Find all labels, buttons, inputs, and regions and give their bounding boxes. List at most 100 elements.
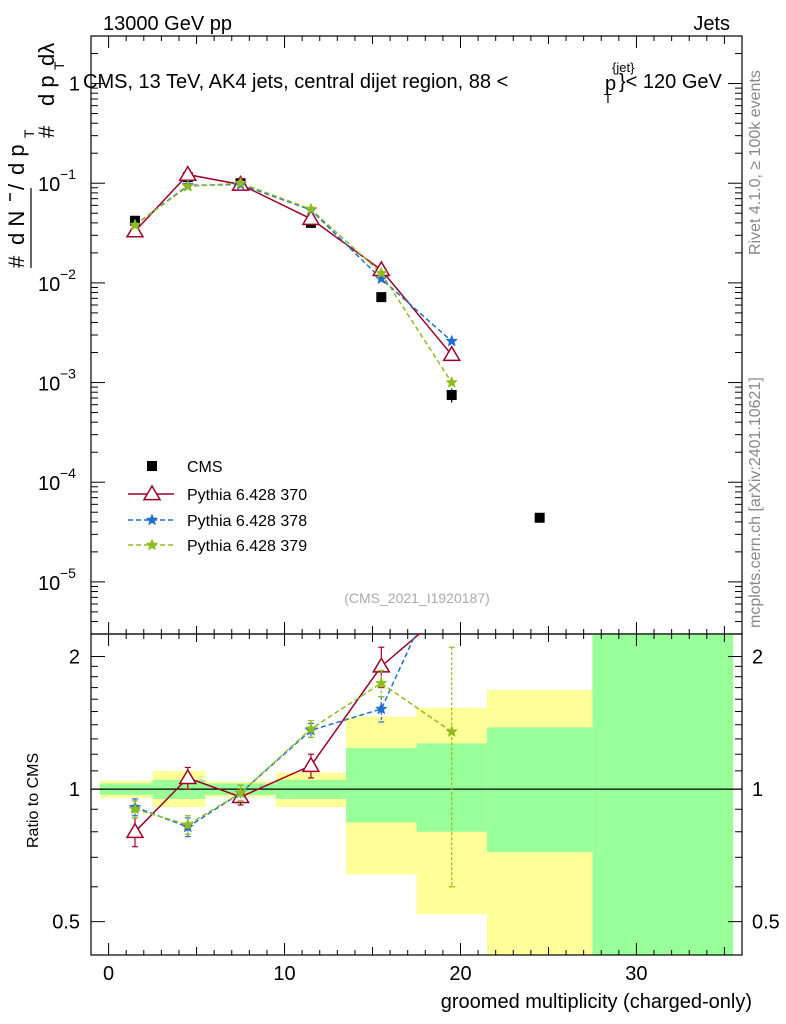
ratio-marker-2 [374,676,388,689]
ratio-tick-label-left: 0.5 [52,912,80,934]
legend-label-cms: CMS [187,459,223,476]
ratio-series [125,549,459,888]
series-line-0 [134,173,453,356]
series-2-marker [374,266,388,279]
series-0-marker [178,165,198,181]
subtitle-sup: {jet} [612,60,635,75]
ratio-marker-1 [374,702,388,715]
y-tick-label-main-0: 1 [69,74,80,96]
svg-text:10: 10 [38,374,60,396]
series-0-marker [125,221,145,238]
svg-text:10: 10 [38,573,60,595]
ratio-marker-2 [304,722,318,735]
svg-text:−2: −2 [60,266,76,282]
svg-text:/: / [4,183,29,190]
header-left: 13000 GeV pp [103,13,232,35]
series-2-marker [304,202,318,215]
y-tick-label-main-2: 10 −2 [38,266,76,296]
svg-text:T: T [21,129,37,138]
ratio-panel: 0 10 20 30 0.5 0.5 1 1 2 2 [52,549,780,985]
svg-text:#: # [34,125,59,138]
ratio-marker-0 [125,822,145,839]
main-series [125,165,545,523]
series-0-marker [301,209,321,226]
subtitle-p: p [605,73,616,95]
watermark-rivet: Rivet 4.1.0, ≥ 100k events [747,70,764,255]
ratio-tick-label-right: 1 [752,779,763,801]
data-point [446,390,457,401]
svg-text:d p: d p [4,144,29,175]
ratio-line-2 [134,682,453,826]
x-tick-label-20: 20 [449,963,471,985]
ratio-marker-2 [181,818,195,831]
ratio-tick-label-left: 2 [69,647,80,669]
series-2-marker [445,375,459,388]
ratio-tick-label-right: 0.5 [752,912,780,934]
legend-marker-cms [147,461,157,471]
legend-label-0: Pythia 6.428 370 [187,487,307,504]
y-tick-label-main-1: 10 −1 [38,166,76,196]
svg-text:1: 1 [69,74,80,96]
data-point [534,512,545,523]
subtitle: CMS, 13 TeV, AK4 jets, central dijet reg… [83,60,723,106]
y-tick-label-main-5: 10 −5 [38,565,76,595]
series-line-2 [134,182,453,384]
svg-text:#: # [4,255,29,268]
svg-text:d N: d N [4,211,29,245]
series-line-1 [134,183,453,342]
subtitle-prefix: CMS, 13 TeV, AK4 jets, central dijet reg… [83,71,508,93]
subtitle-suffix: }< 120 GeV [619,71,723,93]
legend-label-1: Pythia 6.428 378 [187,513,307,530]
legend-marker-2 [145,538,159,551]
x-axis-label: groomed multiplicity (charged-only) [441,991,752,1013]
ratio-frame [90,633,743,956]
legend-marker-0 [142,484,162,501]
main-panel: 110−110−210−310−410−5 [38,35,743,635]
svg-text:−4: −4 [60,465,76,481]
ratio-marker-2 [234,786,247,799]
ratio-tick-label-right: 2 [752,647,763,669]
subtitle-sub: T [604,91,612,106]
ratio-line-1 [134,634,417,828]
ratio-line-0 [134,634,421,833]
band-green-4 [346,747,417,823]
band-green-6 [486,727,593,852]
y-axis-label: # d N / d p T # d p T dλ [4,43,67,268]
svg-text:−5: −5 [60,565,76,581]
svg-text:dλ: dλ [34,43,59,66]
ratio-tick-label-left: 1 [69,779,80,801]
y-tick-label-main-3: 10 −3 [38,366,76,396]
ratio-y-label: Ratio to CMS [25,753,42,848]
series-2-marker [128,218,142,231]
series-1-marker [374,272,388,285]
ratio-marker-1 [446,549,457,560]
header-right: Jets [693,13,730,35]
y-tick-label-main-4: 10 −4 [38,465,76,495]
series-0-marker [442,345,462,362]
series-2-marker [234,176,247,189]
x-tick-label-30: 30 [625,963,647,985]
svg-text:d p: d p [34,75,59,106]
svg-text:T: T [51,61,67,70]
svg-text:10: 10 [38,274,60,296]
svg-text:10: 10 [38,174,60,196]
series-1-marker [445,334,459,347]
svg-text:10: 10 [38,473,60,495]
ratio-marker-2 [128,802,142,815]
legend: CMS Pythia 6.428 370 Pythia 6.428 378 Pythi… [128,459,307,555]
uncertainty-bands [99,634,734,955]
ratio-marker-2 [445,725,459,738]
legend-label-2: Pythia 6.428 379 [187,538,307,555]
band-green-7 [592,634,734,955]
x-tick-label-0: 0 [103,963,114,985]
watermark-mcplots: mcplots.cern.ch [arXiv:2401.10621] [747,377,764,628]
legend-marker-1 [145,513,159,526]
ratio-marker-0 [301,756,321,773]
svg-text:−3: −3 [60,366,76,382]
series-2-marker [181,179,195,192]
analysis-id: (CMS_2021_I1920187) [344,590,490,606]
x-tick-label-10: 10 [273,963,295,985]
ratio-marker-0 [178,768,198,785]
svg-text:−1: −1 [60,166,76,182]
